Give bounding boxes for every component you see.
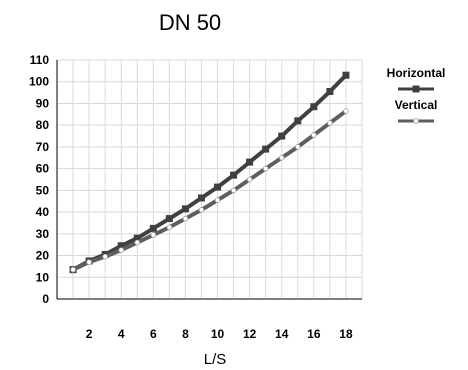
x-tick-label: 2 bbox=[86, 327, 93, 341]
y-tick-label: 50 bbox=[36, 183, 50, 197]
data-point-horizontal bbox=[342, 71, 350, 79]
legend: Horizontal Vertical bbox=[387, 66, 446, 124]
data-point-vertical bbox=[327, 120, 333, 126]
y-tick-label: 0 bbox=[42, 292, 49, 306]
data-point-vertical bbox=[230, 187, 237, 194]
y-tick-label: 90 bbox=[36, 96, 50, 110]
data-point-horizontal bbox=[133, 234, 141, 242]
legend-marker-vertical bbox=[413, 118, 419, 124]
axes bbox=[56, 60, 362, 300]
data-point-vertical bbox=[278, 154, 285, 161]
data-point-vertical bbox=[134, 239, 141, 246]
data-point-horizontal bbox=[149, 224, 157, 232]
data-point-horizontal bbox=[246, 158, 254, 166]
y-tick-label: 110 bbox=[30, 53, 50, 67]
y-tick-label: 60 bbox=[36, 162, 50, 176]
x-tick-label: 10 bbox=[211, 327, 225, 341]
x-tick-label: 16 bbox=[307, 327, 321, 341]
y-tick-labels: 0 10 20 30 40 50 60 70 80 90 100 110 bbox=[29, 53, 49, 306]
y-tick-label: 20 bbox=[36, 249, 50, 263]
data-point-vertical bbox=[182, 215, 189, 222]
data-point-horizontal bbox=[278, 132, 286, 140]
data-point-vertical bbox=[262, 165, 269, 172]
x-tick-label: 6 bbox=[150, 327, 157, 341]
legend-label-horizontal: Horizontal bbox=[387, 66, 446, 80]
x-tick-label: 14 bbox=[275, 327, 289, 341]
data-point-horizontal bbox=[294, 117, 302, 125]
series-vertical bbox=[70, 108, 349, 273]
data-point-horizontal bbox=[326, 88, 334, 96]
legend-marker-horizontal bbox=[412, 85, 420, 93]
x-axis-label: L/S bbox=[204, 351, 227, 368]
data-point-vertical bbox=[343, 108, 349, 114]
legend-label-vertical: Vertical bbox=[395, 98, 438, 112]
data-point-horizontal bbox=[262, 145, 270, 153]
series-layer bbox=[69, 71, 350, 274]
x-tick-labels: 2 4 6 8 10 12 14 16 18 bbox=[86, 327, 353, 341]
y-tick-label: 10 bbox=[36, 270, 50, 284]
data-point-vertical bbox=[102, 253, 108, 260]
data-point-horizontal bbox=[310, 103, 318, 111]
x-tick-label: 18 bbox=[339, 327, 353, 341]
data-point-vertical bbox=[214, 197, 221, 203]
data-point-horizontal bbox=[197, 194, 205, 202]
data-point-horizontal bbox=[181, 205, 189, 213]
data-point-vertical bbox=[118, 247, 125, 253]
series-line-horizontal bbox=[71, 73, 348, 272]
data-point-vertical bbox=[198, 207, 205, 213]
data-point-vertical bbox=[166, 224, 173, 231]
y-tick-label: 70 bbox=[36, 140, 50, 154]
y-tick-label: 100 bbox=[29, 75, 49, 89]
y-tick-label: 80 bbox=[36, 118, 50, 132]
data-point-vertical bbox=[150, 232, 157, 238]
data-point-horizontal bbox=[117, 242, 125, 250]
data-point-vertical bbox=[86, 259, 92, 265]
data-point-horizontal bbox=[230, 171, 238, 179]
y-tick-label: 30 bbox=[36, 227, 50, 241]
data-point-vertical bbox=[246, 176, 253, 183]
grid bbox=[57, 59, 363, 299]
x-tick-label: 4 bbox=[118, 327, 125, 341]
data-point-horizontal bbox=[214, 183, 222, 191]
data-point-vertical bbox=[294, 144, 301, 150]
series-line-vertical bbox=[71, 109, 348, 272]
series-horizontal bbox=[69, 71, 350, 274]
x-tick-label: 12 bbox=[243, 327, 257, 341]
y-tick-label: 40 bbox=[36, 205, 50, 219]
chart-title: DN 50 bbox=[159, 10, 221, 35]
data-point-vertical bbox=[311, 132, 317, 138]
data-point-horizontal bbox=[165, 215, 173, 223]
data-point-vertical bbox=[70, 266, 76, 273]
x-tick-label: 8 bbox=[182, 327, 189, 341]
